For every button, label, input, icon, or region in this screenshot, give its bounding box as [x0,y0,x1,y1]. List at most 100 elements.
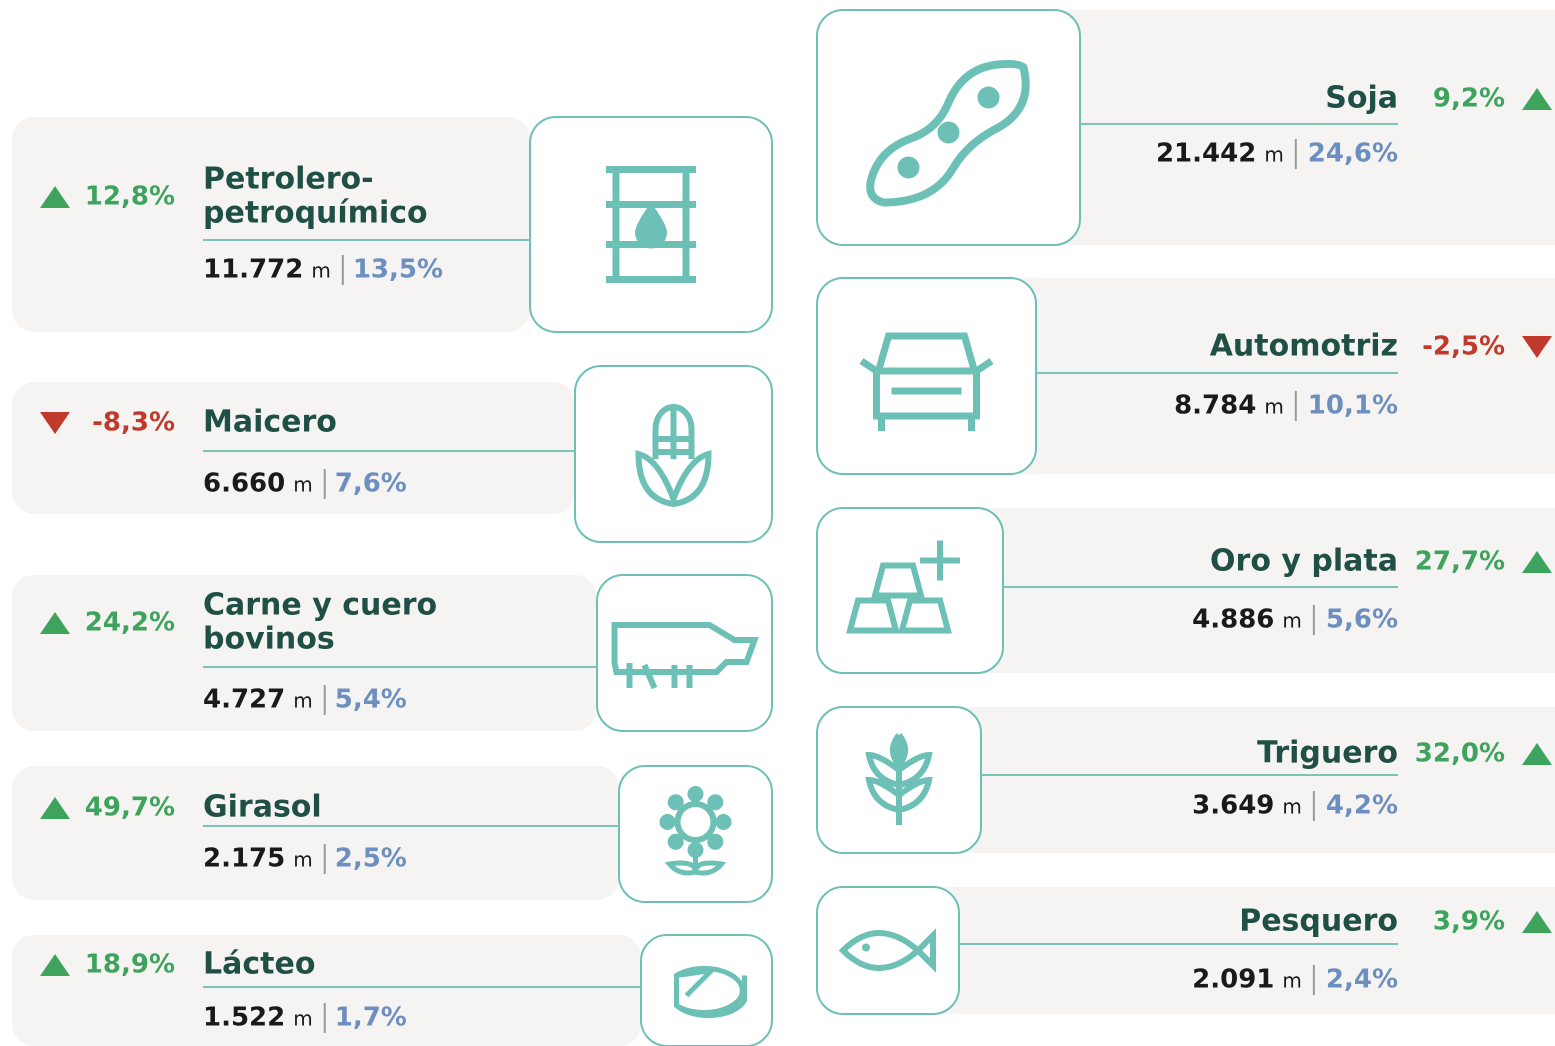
icon-part [862,943,870,952]
icon-part [707,794,724,811]
share: 2,5% [335,844,407,874]
share: 5,4% [335,685,407,715]
sector-card: Pesquero 3,9% 2,4% m 2.091 [816,886,1555,1015]
icon-part [897,156,920,179]
icon-box [816,507,1004,674]
change: 27,7% [1415,547,1505,577]
icon-box [596,574,773,732]
icon-part [865,733,933,825]
sector-card: Oro y plata 27,7% 5,6% m 4.886 [816,507,1555,674]
sector-name: Petrolero- [203,162,374,197]
icon-part [859,332,994,431]
card-background [12,766,619,900]
icon-part [866,59,1030,207]
card-background [900,707,1555,853]
change: 9,2% [1433,84,1505,114]
card-background [12,935,641,1046]
icon-part [635,202,667,249]
sector-card: 49,7% Girasol 2.175 m 2,5% [12,765,773,903]
amount: 8.784 [1174,391,1256,421]
change: 24,2% [85,608,175,638]
sector-card: 18,9% Lácteo 1.522 m 1,7% [12,934,773,1046]
icon-part [611,622,759,690]
arrow-down [40,412,70,434]
arrow-up [1522,911,1552,933]
unit: m [1282,969,1301,993]
icon-part [687,786,704,802]
sector-card: Automotriz -2,5% 10,1% m 8.784 [816,277,1555,475]
amount: 4.727 [203,685,285,715]
amount: 6.660 [203,469,285,499]
icon-box [618,765,773,903]
icon-box [816,886,960,1015]
amount: 1.522 [203,1003,285,1033]
change: 12,8% [85,182,175,212]
share: 4,2% [1326,791,1398,821]
share: 24,6% [1308,139,1398,169]
share: 2,4% [1326,965,1398,995]
sector-name: bovinos [203,622,335,657]
icon-box [816,277,1037,475]
card-background [900,508,1555,673]
share: 7,6% [335,469,407,499]
amount: 2.175 [203,844,285,874]
sector-name: Soja [1325,81,1398,116]
icon-part [667,833,684,850]
share: 1,7% [335,1003,407,1033]
icon-part [606,166,696,283]
amount: 2.091 [1192,965,1274,995]
arrow-up [40,612,70,634]
icon-part [664,840,727,876]
icon-part [659,814,676,830]
arrow-up [1522,743,1552,765]
arrow-up [40,186,70,208]
card-background [12,382,575,514]
card-background [900,887,1555,1014]
unit: m [1282,795,1301,819]
arrow-up [1522,551,1552,573]
sector-name: Automotriz [1210,329,1398,364]
unit: m [1282,609,1301,633]
sector-name: Carne y cuero [203,588,437,623]
unit: m [1264,395,1283,419]
sector-name: petroquímico [203,196,428,231]
amount: 4.886 [1192,605,1274,635]
card-background [12,575,597,731]
sector-card: -8,3% Maicero 6.660 m 7,6% [12,365,773,543]
change: -8,3% [92,408,175,438]
sector-card: Triguero 32,0% 4,2% m 3.649 [816,706,1555,854]
unit: m [293,473,312,497]
icon-part [674,966,747,1019]
sector-name: Lácteo [203,947,315,982]
amount: 3.649 [1192,791,1274,821]
share: 10,1% [1308,391,1398,421]
icon-part [838,928,936,973]
unit: m [1264,143,1283,167]
icon-part [937,121,960,144]
unit: m [293,848,312,872]
sector-card: 12,8% Petrolero-petroquímico 11.772 m 13,5% [12,116,773,333]
amount: 11.772 [203,255,303,285]
amount: 21.442 [1156,139,1256,169]
icon-part [635,404,712,508]
unit: m [293,1007,312,1031]
sector-name: Maicero [203,405,337,440]
change: 3,9% [1433,907,1505,937]
sector-name: Triguero [1257,736,1398,771]
arrow-up [40,797,70,819]
change: 18,9% [85,950,175,980]
arrow-down [1522,336,1552,358]
icon-part [715,814,732,830]
arrow-up [1522,88,1552,110]
icon-box [640,934,773,1046]
icon-part [846,540,960,634]
sector-card: Soja 9,2% 24,6% m 21.442 [816,9,1555,246]
share: 13,5% [353,255,443,285]
arrow-up [40,954,70,976]
icon-part [707,833,724,850]
unit: m [293,689,312,713]
sector-name: Oro y plata [1210,544,1398,579]
icon-part [667,794,684,811]
